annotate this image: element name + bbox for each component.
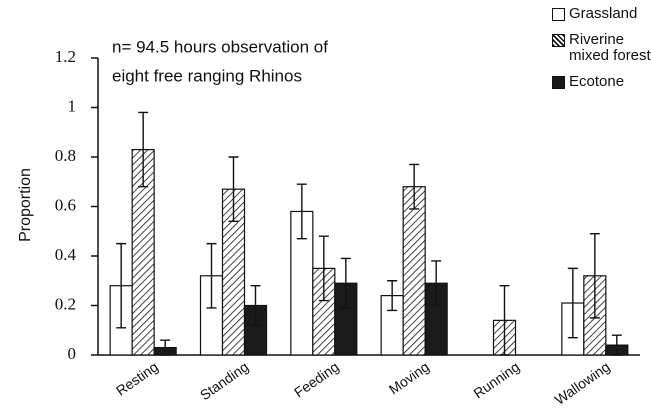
error-bar xyxy=(318,235,329,302)
legend-item: Ecotone xyxy=(552,74,651,90)
legend-label: Grassland xyxy=(569,5,638,22)
x-tick-label: Feeding xyxy=(291,358,342,400)
y-tick-label: 0.6 xyxy=(55,195,76,214)
y-tick-label: 0.8 xyxy=(55,146,76,165)
error-bar xyxy=(611,334,622,356)
error-bar xyxy=(296,183,307,240)
y-tick-label: 1 xyxy=(68,96,77,115)
legend-item: Riverine mixed forest xyxy=(552,32,651,64)
x-tick-label: Resting xyxy=(113,358,161,398)
error-bar xyxy=(340,257,351,309)
error-bar xyxy=(499,285,510,356)
error-bar xyxy=(160,339,171,356)
error-bar xyxy=(250,285,261,326)
legend-swatch xyxy=(552,8,565,21)
y-tick-label: 1.2 xyxy=(55,47,76,66)
error-bar xyxy=(409,163,420,210)
legend-label: Riverine mixed forest xyxy=(569,31,651,64)
error-bar xyxy=(387,280,398,312)
legend-item: Grassland xyxy=(552,6,651,22)
legend-label: Ecotone xyxy=(569,73,625,90)
annotation: n= 94.5 hours observation of xyxy=(112,37,328,56)
y-tick-label: 0.2 xyxy=(55,294,76,313)
annotation: eight free ranging Rhinos xyxy=(112,66,302,85)
y-tick-label: 0.4 xyxy=(55,245,77,264)
error-bar xyxy=(206,242,217,309)
legend-swatch xyxy=(552,76,565,89)
error-bar xyxy=(138,111,149,188)
bar xyxy=(402,186,426,356)
legend: Grassland Riverine mixed forest Ecotone xyxy=(552,6,651,100)
x-tick-label: Running xyxy=(470,358,522,401)
x-tick-label: Wallowing xyxy=(552,358,613,407)
legend-swatch xyxy=(552,34,565,47)
x-tick-label: Moving xyxy=(386,358,432,397)
error-bar xyxy=(228,156,239,223)
error-bar xyxy=(567,267,578,339)
error-bar xyxy=(589,233,600,319)
error-bar xyxy=(431,260,442,307)
y-axis-label: Proportion xyxy=(17,168,34,242)
x-tick-label: Standing xyxy=(197,358,251,403)
y-tick-label: 0 xyxy=(68,344,77,363)
error-bar xyxy=(116,242,127,329)
